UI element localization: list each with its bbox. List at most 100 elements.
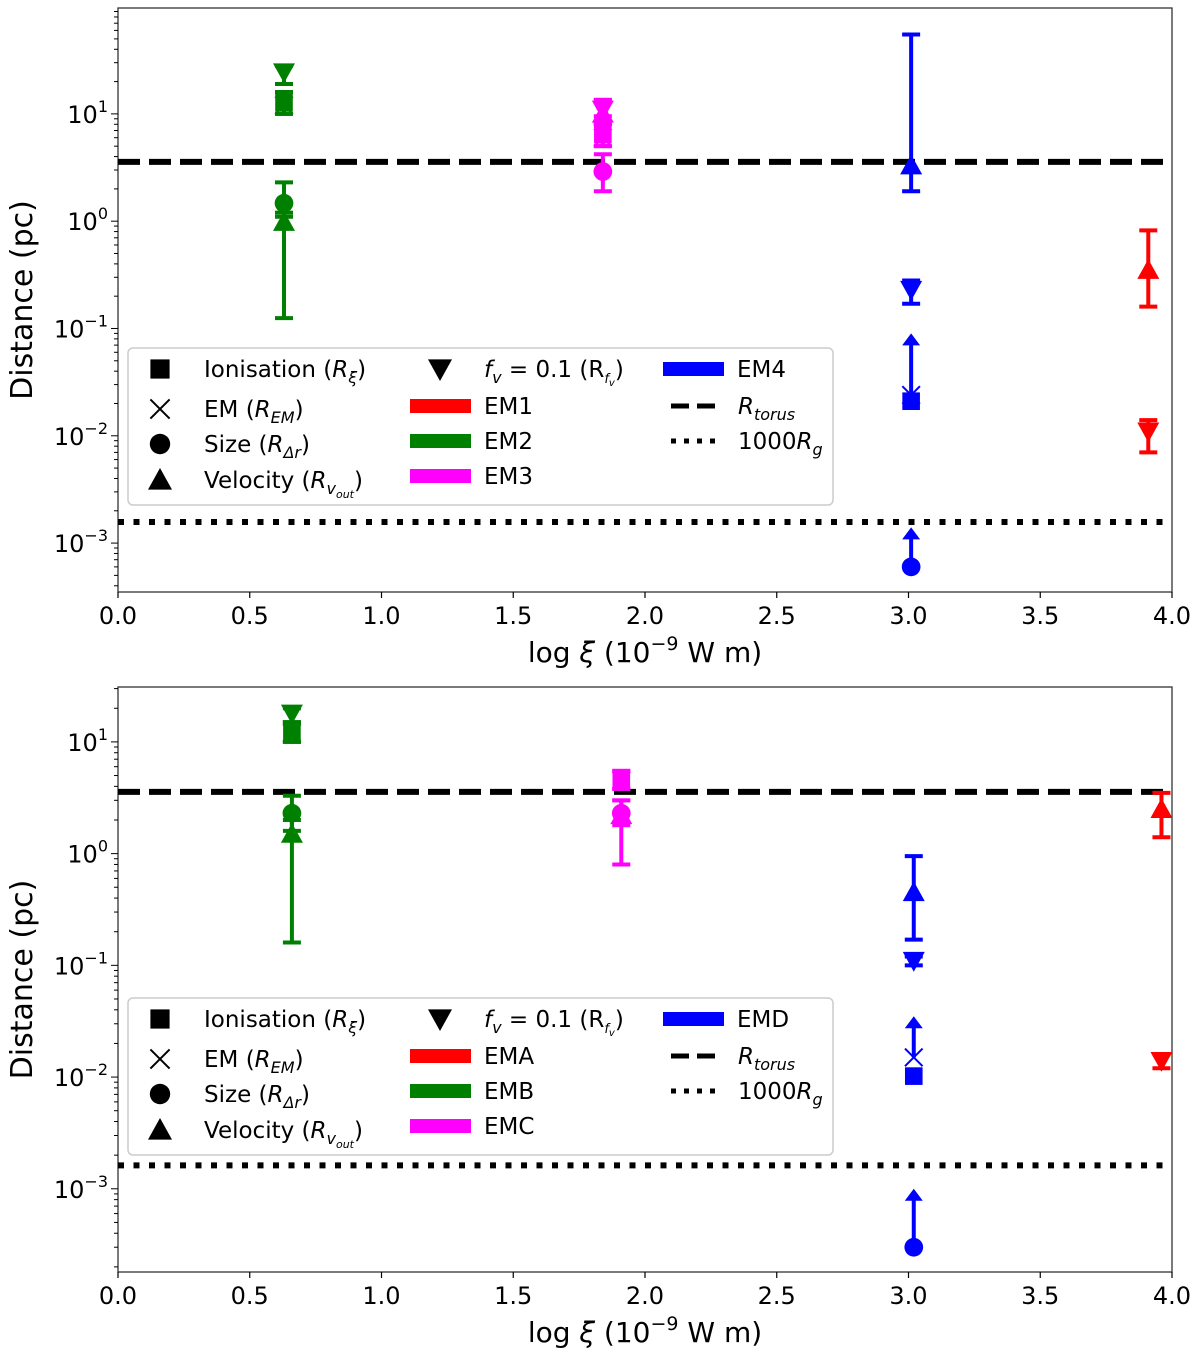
arrow-head-icon bbox=[904, 1016, 923, 1029]
fv-point bbox=[591, 100, 614, 121]
text-span: 1000 bbox=[738, 429, 797, 455]
text-span: v bbox=[327, 1129, 337, 1148]
size-point bbox=[593, 162, 613, 181]
text-span: log bbox=[528, 636, 580, 669]
size-point bbox=[904, 1237, 924, 1257]
y-tick-label: 101 bbox=[67, 97, 108, 129]
velocity-point bbox=[273, 211, 296, 231]
text-span: −1 bbox=[84, 948, 108, 967]
text-span: ξ bbox=[347, 1018, 358, 1037]
text-span: ξ bbox=[578, 636, 595, 669]
text-span: R bbox=[797, 429, 813, 455]
text-span: ) bbox=[301, 432, 310, 458]
legend-label-em3: EM3 bbox=[484, 464, 533, 490]
legend-label-ema: EMA bbox=[484, 1044, 534, 1070]
legend: Ionisation (Rξ)EM (REM)Size (RΔr)Velocit… bbox=[127, 347, 834, 506]
text-span: v bbox=[327, 479, 337, 498]
x-tick-label: 1.5 bbox=[494, 602, 532, 630]
y-axis-label: Distance (pc) bbox=[5, 880, 40, 1080]
text-span: 10 bbox=[54, 423, 85, 451]
x-tick-label: 3.5 bbox=[1021, 1282, 1059, 1310]
text-span: R bbox=[255, 1047, 271, 1073]
text-span: Ionisation ( bbox=[204, 357, 332, 383]
x-tick-label: 3.0 bbox=[889, 602, 927, 630]
text-span: 10 bbox=[54, 530, 85, 558]
x-tick-label: 3.0 bbox=[889, 1282, 927, 1310]
text-span: EM bbox=[271, 408, 295, 427]
em-point bbox=[282, 723, 302, 743]
series-em3 bbox=[591, 97, 614, 194]
fv-point bbox=[1150, 1051, 1173, 1072]
text-span: 1 bbox=[98, 97, 108, 116]
velocity-point bbox=[900, 154, 923, 175]
velocity-point bbox=[902, 881, 925, 902]
x-axis-label: log ξ (10−9 W m) bbox=[528, 633, 762, 669]
arrow-head-icon bbox=[904, 1188, 923, 1201]
text-span: 10 bbox=[54, 952, 85, 980]
chart-panel-bottom: 0.0 0.5 1.0 1.5 2.0 2.5 3.0 3.5 4.010110010−110−… bbox=[5, 686, 1191, 1349]
text-span: f bbox=[604, 1022, 611, 1037]
text-span: (10 bbox=[595, 636, 650, 669]
text-span: 10 bbox=[67, 729, 98, 757]
fv-point bbox=[273, 63, 296, 84]
text-span: 10 bbox=[67, 101, 98, 129]
text-span: (10 bbox=[595, 1316, 650, 1349]
text-span: W m) bbox=[679, 636, 763, 669]
text-span: g bbox=[813, 1090, 823, 1109]
legend-label: Size (RΔr) bbox=[204, 1082, 310, 1112]
series-em4 bbox=[900, 32, 923, 577]
legend-fv-icon bbox=[428, 1009, 452, 1031]
size-point bbox=[611, 803, 631, 823]
text-span: = 0.1 (R bbox=[502, 357, 605, 383]
text-span: ) bbox=[301, 1082, 310, 1108]
arrow-head-icon bbox=[902, 333, 921, 346]
y-tick-label: 10−3 bbox=[54, 1172, 108, 1204]
text-span: R bbox=[738, 1044, 754, 1070]
legend-label-emc: EMC bbox=[484, 1114, 534, 1140]
text-span: R bbox=[332, 1007, 348, 1033]
text-span: Δr bbox=[281, 443, 302, 462]
text-span: ) bbox=[295, 1047, 304, 1073]
text-span: ) bbox=[615, 357, 624, 383]
text-span: v bbox=[609, 1028, 616, 1039]
text-span: Size ( bbox=[204, 432, 268, 458]
text-span: out bbox=[336, 1138, 355, 1151]
text-span: EM ( bbox=[204, 397, 255, 423]
text-span: out bbox=[336, 488, 355, 501]
text-span: W m) bbox=[679, 1316, 763, 1349]
text-span: ) bbox=[354, 468, 363, 494]
legend-swatch-em1 bbox=[410, 399, 471, 413]
legend-ionisation-icon bbox=[150, 359, 170, 379]
text-span: −9 bbox=[650, 1313, 678, 1335]
x-tick-label: 0.0 bbox=[99, 602, 137, 630]
text-span: ξ bbox=[347, 368, 358, 387]
legend-em-icon bbox=[149, 398, 171, 420]
text-span: −3 bbox=[84, 1172, 108, 1191]
text-span: ) bbox=[357, 1007, 366, 1033]
text-span: 1 bbox=[98, 725, 108, 744]
y-tick-label: 100 bbox=[67, 837, 108, 869]
legend-velocity-icon bbox=[148, 468, 172, 490]
legend-label-r-torus: Rtorus bbox=[738, 394, 795, 424]
series-em1 bbox=[1137, 228, 1160, 455]
legend-label: EM (REM) bbox=[204, 1047, 304, 1077]
legend-label: Velocity (Rvout) bbox=[204, 468, 363, 501]
text-span: EM bbox=[271, 1058, 295, 1077]
size-point bbox=[901, 557, 921, 577]
em-point bbox=[274, 95, 294, 115]
legend-velocity-icon bbox=[148, 1118, 172, 1140]
text-span: −3 bbox=[84, 526, 108, 545]
legend-label-em4: EM4 bbox=[737, 357, 786, 383]
text-span: ) bbox=[615, 1007, 624, 1033]
legend-label-1000rg: 1000Rg bbox=[738, 1079, 823, 1109]
x-tick-label: 2.5 bbox=[758, 1282, 796, 1310]
y-tick-label: 10−3 bbox=[54, 526, 108, 558]
legend-label-em1: EM1 bbox=[484, 394, 533, 420]
legend-swatch-em4 bbox=[663, 362, 724, 376]
legend-label: Size (RΔr) bbox=[204, 432, 310, 462]
ionisation-point bbox=[904, 1067, 923, 1085]
legend-size-icon bbox=[149, 1083, 171, 1105]
em-point bbox=[593, 128, 613, 148]
y-axis-label: Distance (pc) bbox=[5, 200, 40, 400]
